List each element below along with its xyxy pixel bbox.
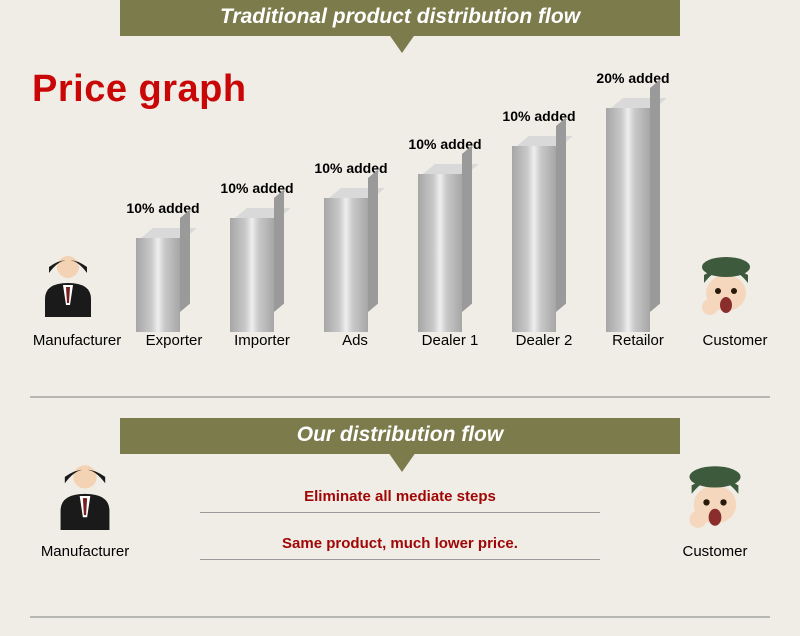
added-label: 10% added <box>494 108 584 124</box>
callout-text: Same product, much lower price. <box>282 535 518 552</box>
arrow-down-icon <box>388 33 416 53</box>
added-label: 10% added <box>400 136 490 152</box>
role-label: Customer <box>690 332 780 349</box>
role-label: Dealer 2 <box>504 332 584 349</box>
role-label: Dealer 1 <box>410 332 490 349</box>
added-label: 10% added <box>212 180 302 196</box>
divider-line <box>30 396 770 398</box>
our-distribution-flow: Manufacturer Eliminate all mediate steps… <box>30 462 770 592</box>
role-label: Exporter <box>134 332 214 349</box>
customer-icon <box>683 462 747 535</box>
role-label: Manufacturer <box>22 332 132 349</box>
manufacturer-icon <box>54 462 116 535</box>
role-labels-row: Manufacturer Exporter Importer Ads Deale… <box>22 332 778 358</box>
customer-icon <box>696 253 756 322</box>
callout-text: Eliminate all mediate steps <box>304 488 496 505</box>
role-label-manufacturer: Manufacturer <box>30 543 140 560</box>
added-label: 20% added <box>588 70 678 86</box>
added-label: 10% added <box>118 200 208 216</box>
banner-traditional-flow: Traditional product distribution flow <box>120 0 680 36</box>
price-bar-chart: 10% added 10% added 10% added 10% added … <box>22 62 778 322</box>
role-label: Importer <box>222 332 302 349</box>
banner-our-flow: Our distribution flow <box>120 418 680 454</box>
role-label-customer: Customer <box>660 543 770 560</box>
flow-callouts: Eliminate all mediate steps Same product… <box>200 482 600 576</box>
added-label: 10% added <box>306 160 396 176</box>
divider-line <box>30 616 770 618</box>
role-label: Retailor <box>598 332 678 349</box>
role-label: Ads <box>320 332 390 349</box>
manufacturer-icon <box>39 253 97 322</box>
